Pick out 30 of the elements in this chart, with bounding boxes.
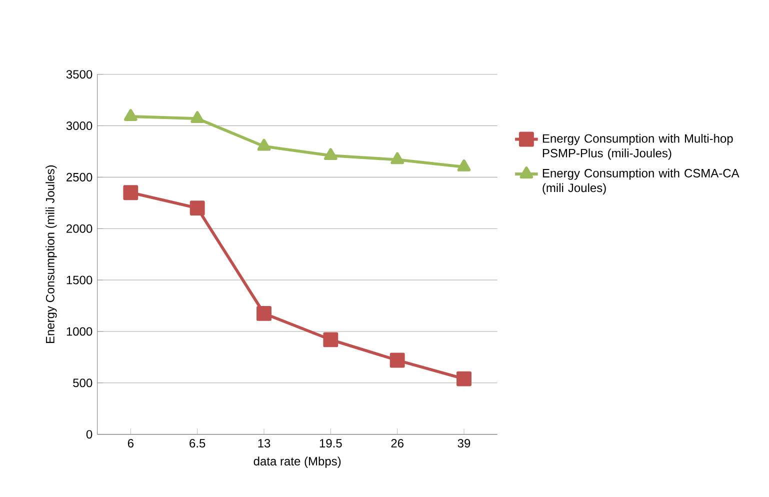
point [190,200,205,216]
x-tick-label: 39 [458,439,470,448]
y-tick-label: 2000 [66,224,92,233]
point [257,138,271,151]
y-tick-label: 1500 [66,276,92,284]
legend-label: Energy Consumption with Multi-hop PSMP-Plus (mili-Joules) [542,134,733,160]
point [324,148,338,160]
point [390,352,405,368]
y-tick-label: 1000 [66,327,92,336]
point [390,152,404,164]
x-tick-label: 6 [128,439,134,448]
x-tick-label: 13 [258,439,270,448]
y-axis-title: Energy Consumption (mili Joules) [46,165,57,344]
y-tick-label: 500 [73,378,92,388]
point [124,109,138,121]
y-tick-label: 3000 [66,122,92,130]
point [456,371,472,386]
y-tick-label: 2500 [66,172,92,182]
x-tick-label: 19.5 [320,439,342,448]
y-tick-label: 0 [86,430,92,439]
legend-label: Energy Consumption with CSMA-CA (mili Joules) [542,168,740,194]
x-axis-title: data rate (Mbps) [254,456,341,468]
point [323,332,338,348]
point [123,185,138,200]
point [190,111,204,124]
point [256,306,272,321]
y-tick-label: 3500 [66,70,92,79]
x-tick-label: 6.5 [190,439,206,448]
point [457,159,471,172]
x-tick-label: 26 [391,439,404,448]
